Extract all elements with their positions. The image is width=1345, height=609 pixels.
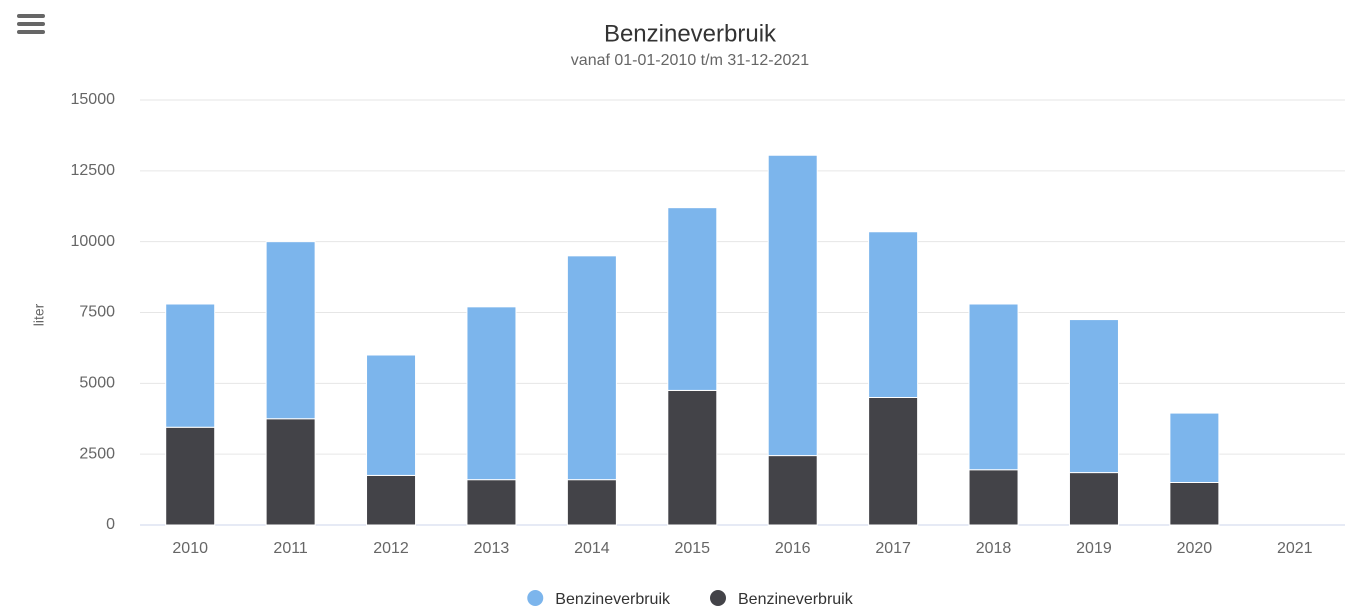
y-tick-label: 2500 bbox=[79, 445, 115, 462]
bar bbox=[767, 154, 818, 457]
y-tick-label: 7500 bbox=[79, 304, 115, 321]
x-tick-label: 2011 bbox=[273, 540, 308, 557]
x-tick-label: 2013 bbox=[474, 540, 510, 557]
menu-bar bbox=[17, 22, 45, 26]
bar bbox=[1169, 482, 1220, 526]
legend-label: Benzineverbruik bbox=[555, 591, 671, 608]
y-tick-label: 12500 bbox=[71, 162, 116, 179]
bar bbox=[667, 207, 718, 391]
bar bbox=[1169, 412, 1220, 484]
bar bbox=[466, 306, 517, 481]
x-tick-label: 2014 bbox=[574, 540, 610, 557]
bar bbox=[968, 303, 1019, 471]
bar bbox=[466, 479, 517, 526]
bar bbox=[165, 303, 216, 428]
menu-bar bbox=[17, 30, 45, 34]
x-tick-label: 2012 bbox=[373, 540, 409, 557]
chart-subtitle: vanaf 01-01-2010 t/m 31-12-2021 bbox=[571, 52, 809, 69]
chart-title: Benzineverbruik bbox=[604, 20, 777, 47]
legend-label: Benzineverbruik bbox=[738, 591, 854, 608]
x-tick-label: 2016 bbox=[775, 540, 811, 557]
bar bbox=[566, 479, 617, 526]
menu-bar bbox=[17, 14, 45, 18]
x-tick-label: 2019 bbox=[1076, 540, 1112, 557]
bar bbox=[868, 397, 919, 526]
bar bbox=[366, 354, 417, 476]
bar bbox=[968, 469, 1019, 526]
bar bbox=[165, 426, 216, 526]
y-tick-label: 10000 bbox=[71, 233, 116, 250]
y-tick-label: 5000 bbox=[79, 375, 115, 392]
x-tick-label: 2015 bbox=[674, 540, 710, 557]
x-tick-label: 2020 bbox=[1177, 540, 1213, 557]
x-tick-label: 2017 bbox=[875, 540, 911, 557]
y-axis-title: liter bbox=[31, 303, 47, 326]
x-tick-label: 2018 bbox=[976, 540, 1012, 557]
bar bbox=[667, 389, 718, 526]
x-tick-label: 2010 bbox=[172, 540, 208, 557]
bar bbox=[1068, 319, 1119, 474]
x-tick-label: 2021 bbox=[1277, 540, 1313, 557]
legend-marker bbox=[710, 590, 726, 606]
bar bbox=[366, 474, 417, 526]
bar bbox=[265, 241, 316, 420]
bar bbox=[868, 231, 919, 398]
bar bbox=[767, 455, 818, 526]
bar bbox=[566, 255, 617, 481]
y-tick-label: 15000 bbox=[71, 91, 116, 108]
legend-marker bbox=[527, 590, 544, 606]
bar bbox=[1068, 472, 1119, 526]
bar bbox=[265, 418, 316, 526]
y-tick-label: 0 bbox=[106, 516, 115, 533]
menu-button[interactable] bbox=[17, 14, 45, 34]
